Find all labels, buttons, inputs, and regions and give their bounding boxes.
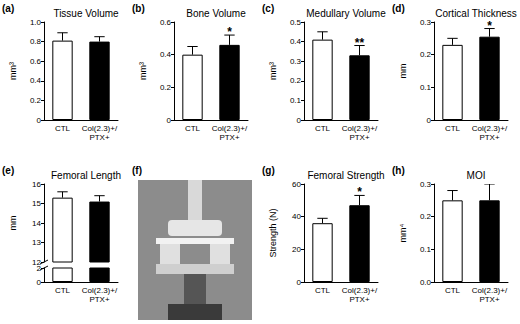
svg-text:(f): (f) (132, 165, 142, 176)
svg-text:MOI: MOI (467, 170, 486, 181)
svg-text:0: 0 (167, 116, 172, 125)
svg-text:0.1: 0.1 (420, 83, 432, 92)
svg-text:PTX+: PTX+ (219, 133, 240, 142)
svg-text:CTL: CTL (185, 124, 201, 133)
svg-text:*: * (227, 25, 232, 39)
svg-text:(e): (e) (2, 165, 14, 176)
svg-text:0.8: 0.8 (30, 37, 42, 46)
svg-text:0.5: 0.5 (290, 18, 302, 27)
svg-text:0: 0 (37, 116, 42, 125)
svg-text:*: * (357, 185, 362, 199)
svg-text:mm: mm (8, 216, 18, 231)
svg-text:0.3: 0.3 (290, 57, 302, 66)
svg-text:0: 0 (297, 278, 302, 287)
svg-text:mm: mm (398, 64, 408, 79)
svg-text:Medullary Volume: Medullary Volume (306, 8, 386, 19)
svg-text:0.1: 0.1 (290, 96, 302, 105)
svg-text:0.4: 0.4 (30, 76, 42, 85)
svg-text:CTL: CTL (315, 124, 331, 133)
svg-text:Col(2.3)+/: Col(2.3)+/ (82, 124, 118, 133)
svg-text:0.2: 0.2 (420, 212, 432, 221)
svg-text:14: 14 (32, 219, 41, 228)
svg-text:Femoral Strength: Femoral Strength (307, 170, 384, 181)
svg-text:Tissue Volume: Tissue Volume (53, 8, 119, 19)
svg-text:PTX+: PTX+ (479, 295, 500, 304)
svg-text:Col(2.3)+/: Col(2.3)+/ (472, 286, 508, 295)
svg-text:Col(2.3)+/: Col(2.3)+/ (342, 286, 378, 295)
svg-text:PTX+: PTX+ (89, 133, 110, 142)
svg-text:0.6: 0.6 (30, 57, 42, 66)
svg-text:Col(2.3)+/: Col(2.3)+/ (212, 124, 248, 133)
svg-text:0: 0 (427, 116, 432, 125)
svg-text:0.3: 0.3 (420, 18, 432, 27)
svg-text:(a): (a) (2, 3, 14, 14)
svg-text:(c): (c) (262, 3, 274, 14)
svg-text:mm³: mm³ (268, 62, 278, 80)
svg-text:20: 20 (292, 245, 301, 254)
svg-text:Cortical Thickness: Cortical Thickness (435, 8, 517, 19)
svg-text:40: 40 (292, 212, 301, 221)
svg-text:*: * (487, 19, 492, 33)
svg-text:0.0: 0.0 (420, 278, 432, 287)
svg-text:0.4: 0.4 (160, 50, 172, 59)
svg-text:0.2: 0.2 (160, 83, 172, 92)
svg-text:60: 60 (292, 180, 301, 189)
svg-text:(h): (h) (392, 165, 405, 176)
svg-text:1.0: 1.0 (30, 18, 42, 27)
svg-text:(b): (b) (132, 3, 145, 14)
svg-text:0.2: 0.2 (30, 96, 42, 105)
svg-text:(g): (g) (262, 165, 275, 176)
svg-text:Bone Volume: Bone Volume (186, 8, 246, 19)
svg-text:Col(2.3)+/: Col(2.3)+/ (342, 124, 378, 133)
svg-text:mm³: mm³ (138, 62, 148, 80)
svg-text:CTL: CTL (445, 286, 461, 295)
svg-text:mm³: mm³ (8, 62, 18, 80)
svg-text:PTX+: PTX+ (349, 133, 370, 142)
svg-text:0: 0 (37, 278, 42, 287)
svg-text:PTX+: PTX+ (89, 295, 110, 304)
svg-text:0: 0 (297, 116, 302, 125)
svg-text:0.3: 0.3 (420, 180, 432, 189)
svg-text:0.6: 0.6 (160, 18, 172, 27)
svg-text:CTL: CTL (445, 124, 461, 133)
svg-text:Col(2.3)+/: Col(2.3)+/ (472, 124, 508, 133)
svg-text:CTL: CTL (55, 286, 71, 295)
svg-text:15: 15 (32, 199, 41, 208)
svg-text:Col(2.3)+/: Col(2.3)+/ (82, 286, 118, 295)
svg-text:Femoral Length: Femoral Length (51, 170, 121, 181)
svg-text:mm⁴: mm⁴ (398, 223, 408, 242)
svg-text:0.2: 0.2 (420, 50, 432, 59)
svg-text:0.1: 0.1 (420, 245, 432, 254)
svg-text:CTL: CTL (315, 286, 331, 295)
svg-text:0.2: 0.2 (290, 76, 302, 85)
svg-text:**: ** (355, 36, 365, 50)
svg-text:Strength (N): Strength (N) (268, 208, 278, 257)
svg-text:PTX+: PTX+ (479, 133, 500, 142)
svg-text:CTL: CTL (55, 124, 71, 133)
svg-text:12: 12 (32, 257, 41, 267)
svg-text:16: 16 (32, 180, 41, 189)
svg-text:0.4: 0.4 (290, 37, 302, 46)
svg-text:2: 2 (37, 264, 42, 273)
svg-text:13: 13 (32, 238, 41, 247)
svg-text:(d): (d) (392, 3, 405, 14)
svg-text:PTX+: PTX+ (349, 295, 370, 304)
